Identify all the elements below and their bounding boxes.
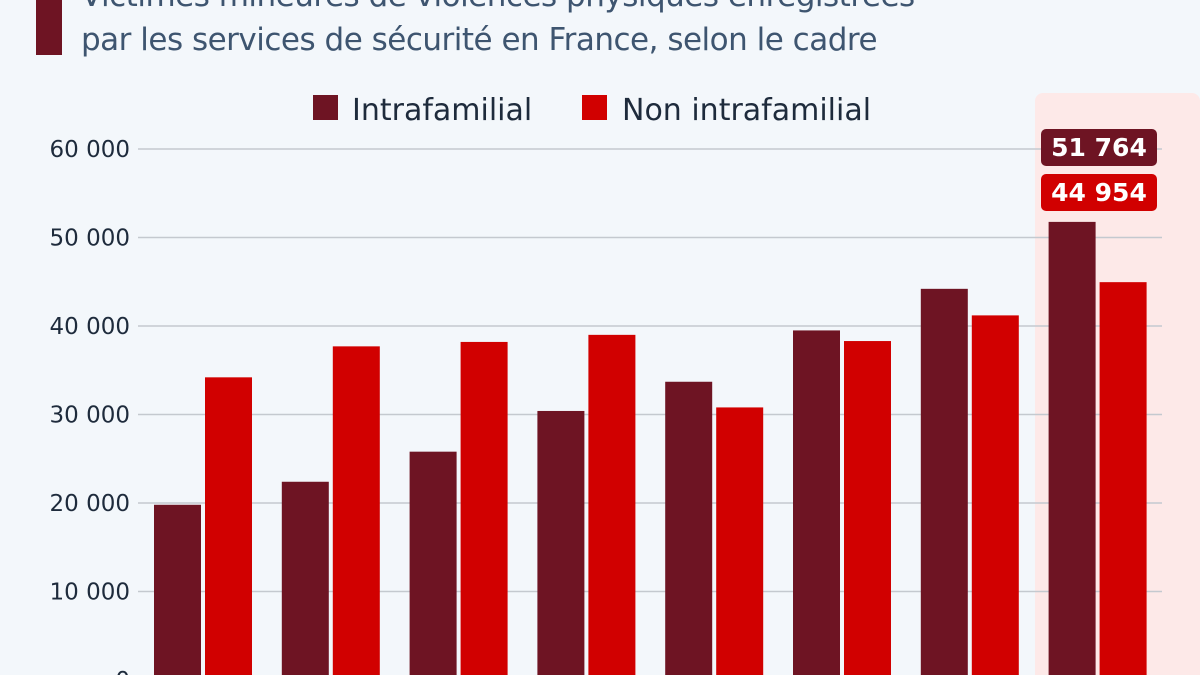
bar-intrafamilial: [920, 288, 968, 675]
bar-non-intrafamilial: [716, 407, 764, 675]
bar-intrafamilial: [537, 410, 585, 675]
bar-intrafamilial: [1048, 221, 1096, 675]
bar-intrafamilial: [665, 381, 713, 675]
bar-intrafamilial: [409, 451, 457, 675]
y-tick-label: 0: [115, 668, 130, 675]
y-tick-label: 10 000: [50, 580, 130, 606]
legend-swatch-non-intrafamilial: [582, 95, 607, 120]
legend-label-non-intrafamilial: Non intrafamilial: [622, 93, 871, 128]
bar-non-intrafamilial: [205, 377, 252, 675]
y-tick-label: 20 000: [50, 491, 130, 517]
bar-non-intrafamilial: [1099, 282, 1147, 675]
data-label-non-intrafamilial: 44 954: [1051, 178, 1147, 207]
data-label-non-intrafamilial-box: [1041, 174, 1157, 211]
bar-non-intrafamilial: [588, 334, 636, 675]
y-tick-label: 40 000: [50, 314, 130, 340]
chart-title-line-2: par les services de sécurité en France, …: [81, 22, 878, 58]
legend-swatch-intrafamilial: [313, 95, 338, 120]
y-tick-label: 50 000: [50, 226, 130, 252]
title-accent-bar: [36, 0, 62, 55]
bar-intrafamilial: [154, 504, 201, 675]
legend-label-intrafamilial: Intrafamilial: [352, 93, 532, 128]
bar-intrafamilial: [281, 481, 329, 675]
y-tick-label: 60 000: [50, 137, 130, 163]
data-label-intrafamilial: 51 764: [1051, 133, 1147, 162]
chart-title-line-1: Victimes mineures de violences physiques…: [81, 0, 915, 14]
y-tick-label: 30 000: [50, 403, 130, 429]
bar-non-intrafamilial: [971, 315, 1019, 675]
legend: Intrafamilial Non intrafamilial: [313, 93, 871, 128]
bar-non-intrafamilial: [332, 346, 380, 675]
bar-non-intrafamilial: [844, 341, 891, 675]
bar-non-intrafamilial: [460, 341, 508, 675]
data-label-intrafamilial-box: [1041, 129, 1157, 166]
bar-intrafamilial: [793, 330, 840, 675]
